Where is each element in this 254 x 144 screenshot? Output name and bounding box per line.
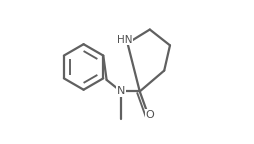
Text: O: O: [145, 110, 154, 120]
Text: N: N: [116, 86, 125, 96]
Text: HN: HN: [116, 35, 132, 45]
